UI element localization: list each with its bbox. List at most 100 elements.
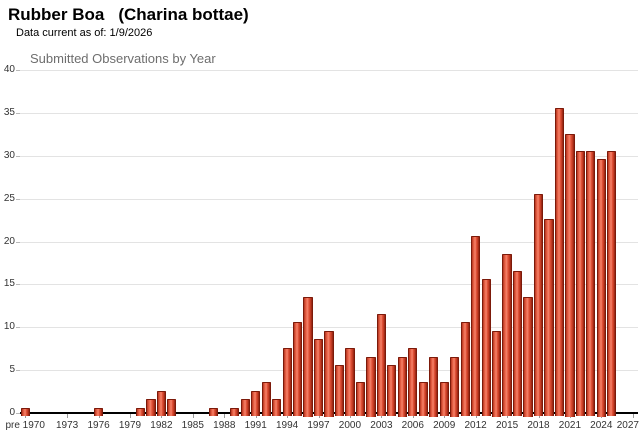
y-gridline-30 xyxy=(20,155,638,157)
x-axis-label: 2018 xyxy=(527,420,550,431)
bar-2018[interactable] xyxy=(533,193,544,417)
x-axis-label: 1979 xyxy=(118,420,142,431)
y-axis-label: 40 xyxy=(3,64,15,75)
y-axis-tick xyxy=(16,112,20,114)
x-axis-label: 1973 xyxy=(55,420,79,431)
bar-1981[interactable] xyxy=(146,399,156,417)
bar-2012[interactable] xyxy=(471,236,481,417)
x-axis-label: 2003 xyxy=(370,420,393,431)
x-axis-label: 2009 xyxy=(433,420,456,431)
bar-2005[interactable] xyxy=(397,356,407,417)
bar-2004[interactable] xyxy=(387,365,397,417)
x-axis-label: 1991 xyxy=(244,420,267,431)
y-axis-tick xyxy=(16,241,20,243)
x-axis-label: 1997 xyxy=(307,420,330,431)
x-axis-label: 1985 xyxy=(181,420,204,431)
bar-1989[interactable] xyxy=(230,407,240,417)
x-axis-label: 2021 xyxy=(558,420,582,431)
bar-2020[interactable] xyxy=(554,107,565,417)
bar-1993[interactable] xyxy=(272,399,282,417)
bar-2024[interactable] xyxy=(596,159,606,417)
x-axis-label: 1976 xyxy=(87,420,110,431)
bar-2006[interactable] xyxy=(408,347,418,417)
bar-2008[interactable] xyxy=(429,356,439,417)
bar-1987[interactable] xyxy=(209,407,219,417)
y-gridline-10 xyxy=(20,327,638,329)
x-axis-tick xyxy=(632,414,634,418)
bar-2000[interactable] xyxy=(345,347,355,417)
bar-1976[interactable] xyxy=(93,407,104,417)
x-axis-label: 1994 xyxy=(275,420,299,431)
y-gridline-35 xyxy=(20,112,638,114)
x-axis-label: 2006 xyxy=(401,420,424,431)
bar-pre[interactable] xyxy=(20,407,30,417)
x-axis-label: 2015 xyxy=(495,420,519,431)
y-gridline-40 xyxy=(20,70,638,71)
y-gridline-15 xyxy=(20,284,638,286)
y-axis-label: 10 xyxy=(3,321,15,333)
bar-2009[interactable] xyxy=(439,382,449,417)
bar-1990[interactable] xyxy=(240,399,250,417)
y-axis-tick xyxy=(16,413,20,414)
y-gridline-25 xyxy=(20,198,638,200)
page-title: Rubber Boa (Charina bottae) xyxy=(8,5,249,25)
data-current-note: Data current as of: 1/9/2026 xyxy=(16,27,153,39)
x-axis-label: 2012 xyxy=(464,420,487,431)
x-axis-tick xyxy=(224,414,226,418)
y-axis-tick xyxy=(16,327,20,329)
bar-2013[interactable] xyxy=(481,279,491,417)
bar-1996[interactable] xyxy=(303,296,313,417)
y-axis-tick xyxy=(16,198,20,200)
x-axis-label: 1982 xyxy=(150,420,173,431)
chart-title: Submitted Observations by Year xyxy=(30,51,216,66)
x-axis-label: 1988 xyxy=(213,420,236,431)
bar-2017[interactable] xyxy=(523,296,533,417)
y-axis-tick xyxy=(16,370,20,372)
bar-2003[interactable] xyxy=(376,313,386,417)
y-axis-label: 35 xyxy=(3,106,15,118)
y-axis-tick xyxy=(16,70,20,71)
x-axis-tick xyxy=(192,414,194,418)
x-axis-label: 2024 xyxy=(590,420,613,431)
bar-1999[interactable] xyxy=(334,365,345,417)
bar-2002[interactable] xyxy=(366,356,376,417)
bar-1982[interactable] xyxy=(156,390,167,417)
bar-1994[interactable] xyxy=(282,347,292,417)
bar-1995[interactable] xyxy=(292,322,303,417)
bar-2011[interactable] xyxy=(460,322,470,417)
x-axis-label: 2000 xyxy=(338,420,362,431)
bar-1998[interactable] xyxy=(324,330,334,417)
y-axis-label: 15 xyxy=(3,278,15,290)
bar-2019[interactable] xyxy=(544,219,554,417)
bar-2007[interactable] xyxy=(418,382,428,417)
y-axis-label: 30 xyxy=(3,149,15,161)
bar-1997[interactable] xyxy=(313,339,324,417)
y-axis-tick xyxy=(16,155,20,157)
y-axis-tick xyxy=(16,284,20,286)
y-axis-label: 5 xyxy=(9,364,15,376)
bar-2023[interactable] xyxy=(586,150,596,417)
bar-2025[interactable] xyxy=(607,150,617,417)
bar-1992[interactable] xyxy=(261,382,271,417)
bar-2021[interactable] xyxy=(565,133,575,417)
bar-2014[interactable] xyxy=(492,330,502,417)
y-gridline-20 xyxy=(20,241,638,243)
bar-2001[interactable] xyxy=(355,382,366,417)
y-axis-label: 20 xyxy=(3,235,15,247)
x-axis-tick xyxy=(130,414,131,418)
bar-1983[interactable] xyxy=(167,399,177,417)
bar-2022[interactable] xyxy=(575,150,586,417)
x-axis-tick xyxy=(67,414,69,418)
bar-2010[interactable] xyxy=(450,356,460,417)
bar-1980[interactable] xyxy=(135,407,146,417)
y-axis-label: 0 xyxy=(9,407,15,418)
bar-1991[interactable] xyxy=(251,390,261,417)
species-scientific-name: (Charina bottae) xyxy=(118,5,249,24)
species-common-name: Rubber Boa xyxy=(8,5,105,24)
bar-2015[interactable] xyxy=(502,253,512,417)
x-axis-label: pre 1970 xyxy=(5,420,45,431)
y-axis-label: 25 xyxy=(3,192,15,204)
bar-2016[interactable] xyxy=(512,270,523,417)
